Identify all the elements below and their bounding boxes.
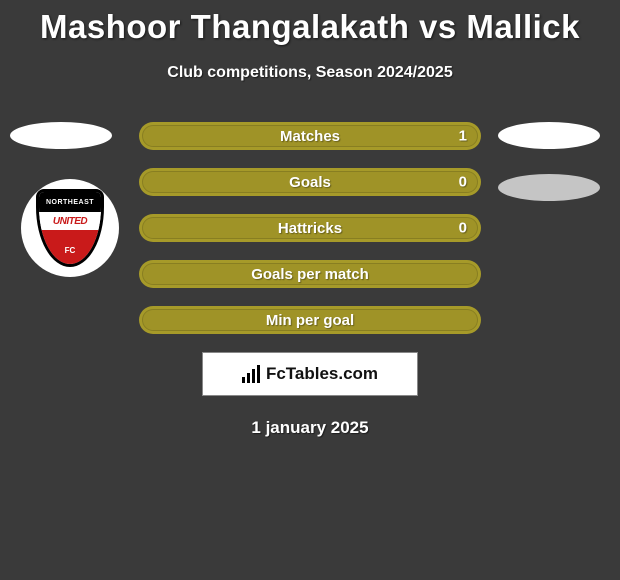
date-text: 1 january 2025 [0, 418, 620, 438]
stat-row: Matches 1 [0, 122, 620, 150]
footer-brand-text: FcTables.com [266, 364, 378, 384]
stat-pill-hattricks: Hattricks 0 [139, 214, 481, 242]
stat-value: 0 [459, 174, 467, 191]
subtitle: Club competitions, Season 2024/2025 [0, 64, 620, 82]
stat-value: 1 [459, 128, 467, 145]
stat-pill-goals-per-match: Goals per match [139, 260, 481, 288]
stat-pill-min-per-goal: Min per goal [139, 306, 481, 334]
badge-bot-text: FC [39, 230, 101, 267]
stat-row: Min per goal [0, 306, 620, 334]
stat-value: 0 [459, 220, 467, 237]
stat-label: Goals per match [251, 266, 369, 283]
badge-top-text: NORTHEAST [39, 192, 101, 212]
stat-label: Matches [280, 128, 340, 145]
club-badge: NORTHEAST UNITED FC [21, 179, 119, 277]
stat-pill-goals: Goals 0 [139, 168, 481, 196]
page-title: Mashoor Thangalakath vs Mallick [0, 0, 620, 46]
shield-icon: NORTHEAST UNITED FC [36, 189, 104, 267]
stat-label: Min per goal [266, 312, 354, 329]
stat-label: Hattricks [278, 220, 342, 237]
stat-pill-matches: Matches 1 [139, 122, 481, 150]
stat-label: Goals [289, 174, 331, 191]
badge-mid-text: UNITED [39, 212, 101, 230]
footer-brand-box: FcTables.com [202, 352, 418, 396]
bar-chart-icon [242, 365, 260, 383]
